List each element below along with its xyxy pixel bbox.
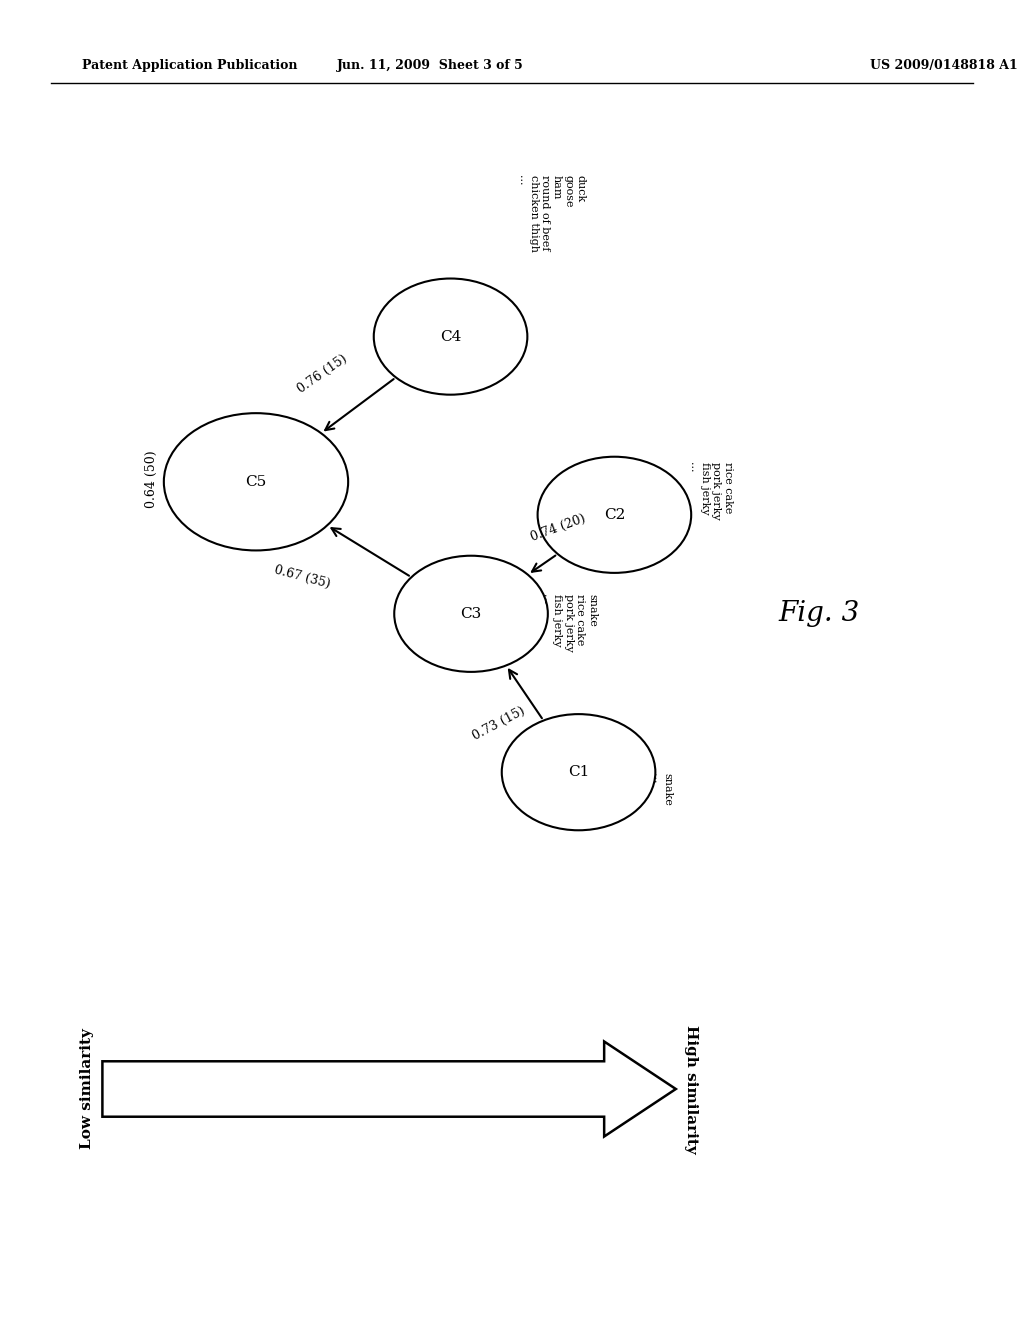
Text: rice cake
pork jerky
fish jerky
...: rice cake pork jerky fish jerky ... [688, 462, 733, 520]
Text: 0.76 (15): 0.76 (15) [295, 351, 350, 396]
Text: C1: C1 [568, 766, 589, 779]
Text: duck
goose
ham
round of beef
chicken thigh
...: duck goose ham round of beef chicken thi… [517, 176, 585, 252]
Ellipse shape [164, 413, 348, 550]
Text: 0.73 (15): 0.73 (15) [470, 704, 527, 743]
Text: Fig. 3: Fig. 3 [778, 601, 860, 627]
Text: C3: C3 [461, 607, 481, 620]
Text: Low similarity: Low similarity [80, 1028, 94, 1150]
Text: C5: C5 [246, 475, 266, 488]
Ellipse shape [538, 457, 691, 573]
Ellipse shape [374, 279, 527, 395]
Text: 0.64 (50): 0.64 (50) [145, 450, 158, 508]
Text: C4: C4 [440, 330, 461, 343]
Ellipse shape [502, 714, 655, 830]
Text: High similarity: High similarity [684, 1024, 698, 1154]
Text: US 2009/0148818 A1: US 2009/0148818 A1 [870, 59, 1018, 73]
Text: C2: C2 [604, 508, 625, 521]
Text: 0.74 (20): 0.74 (20) [528, 512, 588, 544]
Text: snake
...: snake ... [651, 774, 673, 805]
Text: Patent Application Publication: Patent Application Publication [82, 59, 297, 73]
Text: Jun. 11, 2009  Sheet 3 of 5: Jun. 11, 2009 Sheet 3 of 5 [337, 59, 523, 73]
Ellipse shape [394, 556, 548, 672]
Text: 0.67 (35): 0.67 (35) [272, 564, 332, 590]
Text: snake
rice cake
pork jerky
fish jerky
...: snake rice cake pork jerky fish jerky ..… [541, 594, 597, 652]
